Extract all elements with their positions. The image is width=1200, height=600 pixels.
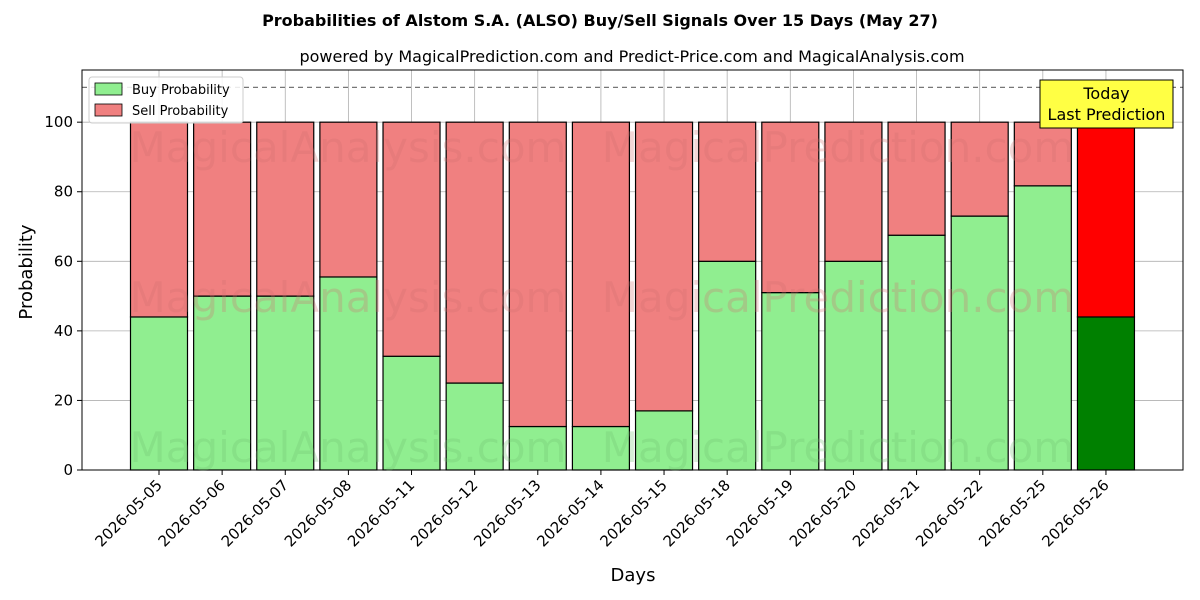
y-tick-label: 20 [54, 391, 73, 409]
today-annotation: Today Last Prediction [1039, 79, 1174, 129]
bar-buy [508, 425, 567, 471]
bar-buy [698, 260, 757, 471]
plot-frame [81, 69, 1184, 471]
bar-sell [824, 121, 883, 262]
x-tick-label: 2026-05-05 [91, 476, 165, 550]
bar-buy [824, 260, 883, 471]
legend-sell-swatch [94, 103, 123, 117]
x-tick-label: 2026-05-08 [281, 476, 355, 550]
watermark-text: MagicalPrediction.com [602, 123, 1075, 172]
watermark-text: MagicalAnalysis.com [130, 423, 567, 472]
legend: Buy Probability Sell Probability [88, 76, 244, 124]
today-annotation-box [1039, 79, 1174, 129]
bar-sell [382, 121, 441, 357]
bar-sell [698, 121, 757, 262]
bar-sell [508, 121, 567, 428]
bar-buy [1076, 316, 1136, 471]
y-tick-label: 60 [54, 252, 73, 270]
bar-buy [256, 295, 315, 471]
bar-sell [887, 121, 946, 236]
y-tick-label: 0 [63, 461, 73, 479]
x-tick-label: 2026-05-21 [849, 476, 923, 550]
bar-buy [445, 382, 504, 471]
x-tick-label: 2026-05-13 [470, 476, 544, 550]
legend-sell-label: Sell Probability [132, 104, 229, 119]
watermark-text: MagicalPrediction.com [602, 423, 1075, 472]
x-tick-label: 2026-05-06 [155, 476, 229, 550]
x-tick-label: 2026-05-12 [407, 476, 481, 550]
bar-buy [571, 425, 631, 471]
bar-sell [445, 121, 504, 384]
bar-buy [319, 276, 378, 471]
today-annotation-line2: Last Prediction [1048, 105, 1166, 124]
chart-title: Probabilities of Alstom S.A. (ALSO) Buy/… [262, 11, 938, 30]
bar-buy [382, 355, 441, 471]
bars [129, 121, 1136, 471]
y-axis-label: Probability [16, 224, 37, 319]
bar-buy [193, 295, 252, 471]
x-tick-label: 2026-05-18 [660, 476, 734, 550]
bar-buy [761, 292, 820, 471]
x-tick-label: 2026-05-25 [975, 476, 1049, 550]
y-tick-label: 40 [54, 322, 73, 340]
bar-sell [634, 121, 694, 412]
x-tick-label: 2026-05-26 [1038, 476, 1112, 550]
legend-buy-label: Buy Probability [132, 83, 230, 98]
legend-box [88, 76, 244, 124]
x-tick-label: 2026-05-22 [912, 476, 986, 550]
x-tick-label: 2026-05-14 [533, 476, 607, 550]
x-axis-label: Days [611, 565, 656, 586]
bar-sell [571, 121, 631, 428]
watermark-text: MagicalPrediction.com [602, 273, 1075, 322]
x-tick-label: 2026-05-15 [596, 476, 670, 550]
bar-buy [634, 410, 694, 471]
today-annotation-line1: Today [1082, 84, 1129, 103]
x-tick-label: 2026-05-11 [344, 476, 418, 550]
watermark-text: MagicalAnalysis.com [130, 123, 567, 172]
y-tick-label: 100 [44, 113, 73, 131]
y-tick-label: 80 [54, 183, 73, 201]
x-axis: 2026-05-052026-05-062026-05-072026-05-08… [91, 470, 1113, 550]
bar-sell [1013, 121, 1072, 187]
bar-sell [319, 121, 378, 278]
watermarks: MagicalAnalysis.com MagicalPrediction.com… [130, 123, 1075, 472]
x-tick-label: 2026-05-19 [723, 476, 797, 550]
bar-buy [887, 234, 946, 471]
bar-sell [256, 121, 315, 297]
legend-buy-swatch [94, 82, 123, 96]
chart-subtitle: powered by MagicalPrediction.com and Pre… [299, 47, 964, 66]
x-tick-label: 2026-05-07 [218, 476, 292, 550]
watermark-text: MagicalAnalysis.com [130, 273, 567, 322]
bar-sell [129, 121, 189, 318]
bar-sell [950, 121, 1009, 217]
bar-sell [761, 121, 820, 294]
bar-sell [1076, 121, 1136, 318]
y-axis: 0 20 40 60 80 100 [44, 113, 82, 479]
x-tick-label: 2026-05-20 [786, 476, 860, 550]
